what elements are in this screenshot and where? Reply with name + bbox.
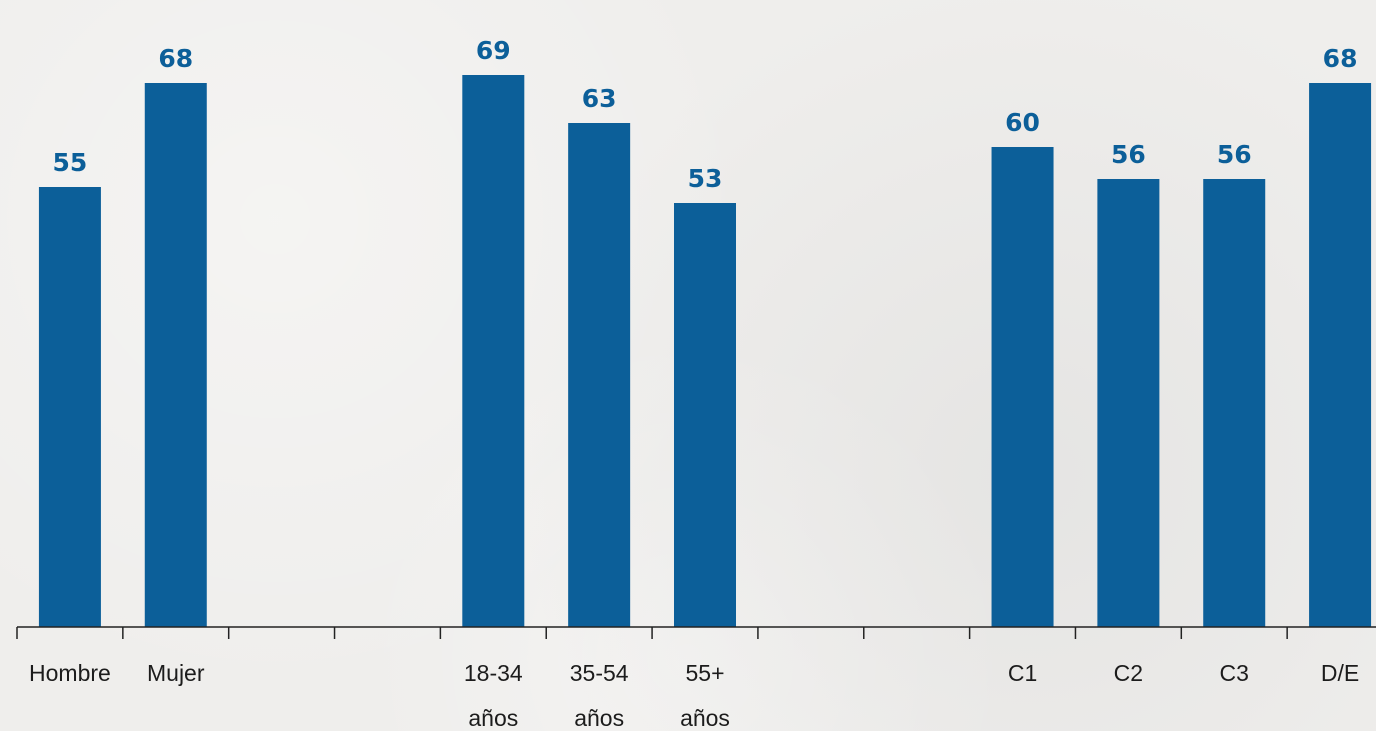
bars-group (38, 75, 1372, 627)
category-label: 55+ (685, 660, 724, 686)
bar (568, 123, 631, 627)
data-label: 56 (1111, 140, 1146, 169)
data-label: 53 (688, 164, 723, 193)
category-label: C1 (1008, 660, 1037, 686)
bar (674, 203, 736, 627)
data-label: 68 (158, 44, 193, 73)
category-label: C3 (1220, 660, 1249, 686)
category-labels-group: Hombre Mujer 18-34 años 35-54 años 55+ años C1 C2… (29, 660, 1359, 731)
bar (991, 147, 1054, 627)
data-label: 56 (1217, 140, 1252, 169)
data-label: 55 (53, 148, 88, 177)
category-label: 18-34 (464, 660, 523, 686)
data-label: 60 (1005, 108, 1040, 137)
data-label: 63 (582, 84, 617, 113)
data-label: 68 (1323, 44, 1358, 73)
category-label: Hombre (29, 660, 111, 686)
category-label: Mujer (147, 660, 205, 686)
bar (38, 187, 101, 627)
bar (1097, 179, 1160, 627)
bar (144, 83, 207, 627)
bar (1203, 179, 1266, 627)
bar (462, 75, 525, 627)
x-axis-ticks (16, 627, 1288, 639)
category-label: 35-54 (570, 660, 629, 686)
category-label: D/E (1321, 660, 1359, 686)
category-label: años (680, 705, 730, 731)
category-label: años (468, 705, 518, 731)
bar (1309, 83, 1372, 627)
data-label: 69 (476, 36, 511, 65)
category-label: años (574, 705, 624, 731)
category-label: C2 (1114, 660, 1143, 686)
value-labels-group: 55 68 69 63 53 60 56 56 68 (53, 36, 1358, 193)
